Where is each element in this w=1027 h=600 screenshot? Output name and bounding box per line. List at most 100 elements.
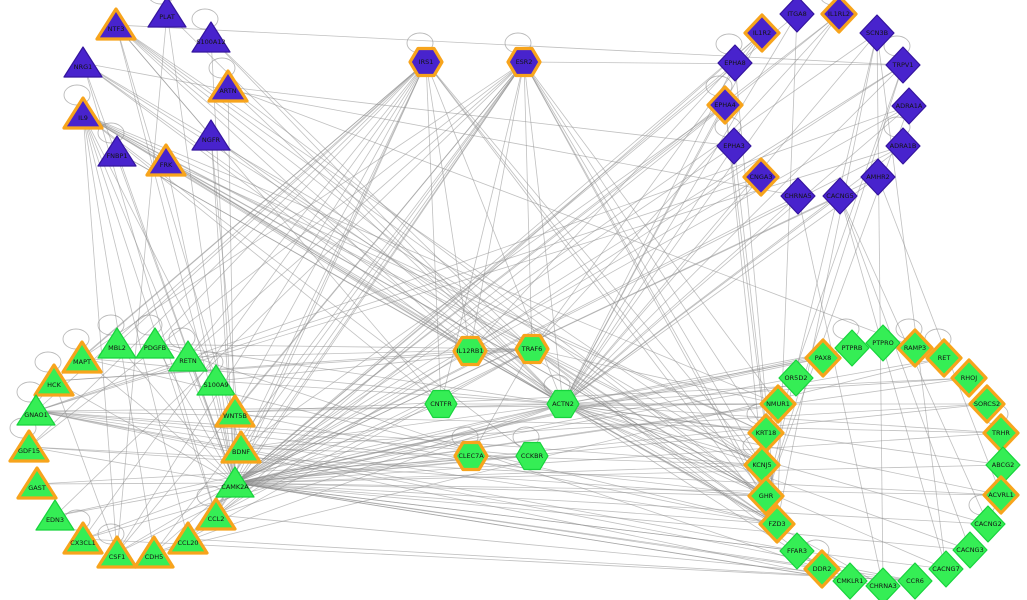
node-KCNJ5[interactable]: KCNJ5	[743, 445, 781, 485]
edge-GAST-CAMK2A[interactable]	[36, 482, 236, 485]
edge-IRS1-IL12RB1[interactable]	[425, 61, 471, 352]
edge-NGFR-CAMK2A[interactable]	[210, 135, 236, 484]
node-CHRNA5[interactable]: CHRNA5	[780, 177, 816, 215]
edge-ACTN2-PTPRB[interactable]	[562, 347, 853, 405]
edge-TRPV1-CCL2[interactable]	[215, 64, 904, 516]
edge-NTF3-TRAF6[interactable]	[115, 24, 533, 350]
edge-CAMK2A-CACNG3[interactable]	[234, 482, 971, 551]
edge-IL12RB1-ACTN2[interactable]	[469, 350, 564, 405]
edge-ESR2-KRT18[interactable]	[523, 61, 767, 434]
edge-ESR2-GHR[interactable]	[523, 61, 767, 497]
node-ADRA1B[interactable]: ADRA1B	[885, 127, 921, 165]
edge-TRPV1-ACTN2[interactable]	[562, 64, 904, 405]
edge-ESR2-RETN[interactable]	[187, 61, 525, 358]
node-RET[interactable]: RET	[925, 338, 963, 378]
edge-SCN3B-ACTN2[interactable]	[562, 32, 878, 405]
edge-NGFR-ACTN2[interactable]	[210, 135, 564, 405]
edge-EPHA3-CAMK2A[interactable]	[234, 145, 735, 484]
edge-IL9-CAMK2A[interactable]	[82, 113, 236, 484]
edge-CAMK2A-ACTN2[interactable]	[234, 403, 564, 484]
edge-CLEC7A-TRAF6[interactable]	[470, 348, 533, 457]
node-IL12RB1[interactable]: IL12RB1	[452, 335, 488, 367]
edge-CAMK2A-RHOJ[interactable]	[234, 377, 970, 484]
node-PTPRB[interactable]: PTPRB	[834, 329, 870, 367]
node-PAX8[interactable]: PAX8	[804, 338, 842, 378]
edge-GDF15-GHR[interactable]	[28, 446, 767, 497]
edge-WNT5B-ACTN2[interactable]	[234, 403, 564, 413]
edge-CAMK2A-PAX8[interactable]	[234, 357, 824, 484]
edge-GNAO1-FFAR3[interactable]	[35, 410, 798, 552]
edge-ESR2-NMUR1[interactable]	[523, 61, 779, 405]
edge-NTF3-CAMK2A[interactable]	[115, 24, 236, 484]
edge-ARTN-EPHA3[interactable]	[227, 86, 735, 147]
node-EDN3[interactable]: EDN3	[35, 499, 75, 531]
node-TRAF6[interactable]: TRAF6	[514, 333, 550, 365]
edge-S100A9-ACTN2[interactable]	[215, 380, 564, 405]
edge-ESR2-KCNJ5[interactable]	[523, 61, 763, 466]
edge-FNBP1-CAMK2A[interactable]	[116, 151, 236, 484]
edge-CAMK2A-GHR[interactable]	[234, 482, 767, 497]
edge-ESR2-FZD3[interactable]	[523, 61, 778, 525]
edge-ESR2-TRAF6[interactable]	[523, 61, 533, 350]
edge-TRAF6-FZD3[interactable]	[531, 348, 778, 525]
self-loop-PDGFB[interactable]	[135, 314, 163, 336]
edge-ESR2-IL12RB1[interactable]	[469, 61, 525, 352]
edge-S100A9-CAMK2A[interactable]	[215, 380, 236, 484]
edge-IL1R2-TRAF6[interactable]	[531, 32, 763, 350]
edge-AMHR2-ACTN2[interactable]	[562, 176, 879, 405]
node-ITGA8[interactable]: ITGA8	[779, 0, 815, 33]
edge-CX3CL1-ACTN2[interactable]	[82, 403, 564, 540]
edge-CCL20-CCR6[interactable]	[187, 538, 916, 582]
node-TRPV1[interactable]: TRPV1	[885, 46, 921, 84]
edge-ITGA8-ACTN2[interactable]	[562, 13, 798, 405]
edge-CHRNA5-ACTN2[interactable]	[562, 195, 799, 405]
node-IL9[interactable]: IL9	[62, 96, 104, 130]
edge-CNTFR-CAMK2A[interactable]	[234, 403, 442, 484]
node-CNGA3[interactable]: CNGA3	[742, 157, 780, 197]
edge-ESR2-ACTN2[interactable]	[523, 61, 564, 405]
node-EPHA3[interactable]: EPHA3	[716, 127, 752, 165]
edge-CCL2-CCR6[interactable]	[215, 514, 916, 582]
edge-IL1RL2-TRAF6[interactable]	[531, 13, 840, 350]
edge-FRK-ACTN2[interactable]	[165, 160, 564, 405]
edge-IL1RL2-ACTN2[interactable]	[562, 13, 840, 405]
edge-MAPT-ACTN2[interactable]	[81, 357, 564, 405]
edge-CAMK2A-CMKLR1[interactable]	[234, 482, 851, 582]
edge-CAMK2A-SORCS2[interactable]	[234, 403, 988, 484]
self-loop-RETN[interactable]	[168, 327, 196, 349]
edge-ACTN2-PAX8[interactable]	[562, 357, 824, 405]
edge-ACTN2-ACVRL1[interactable]	[562, 403, 1002, 496]
edge-CAMK2A-CLEC7A[interactable]	[234, 455, 472, 484]
node-EPHA4[interactable]: EPHA4	[706, 85, 744, 125]
edge-PLAT-CSF1[interactable]	[116, 12, 168, 554]
edge-IL1R2-CCL2[interactable]	[215, 32, 763, 516]
edge-IRS1-WNT5B[interactable]	[234, 61, 427, 413]
edge-CDH5-RET[interactable]	[153, 357, 945, 554]
edge-IL9-CSF1[interactable]	[82, 113, 118, 554]
edge-IL9-IL12RB1[interactable]	[82, 113, 471, 352]
edge-TRPV1-GHR[interactable]	[765, 64, 904, 497]
edge-FRK-KRT18[interactable]	[165, 160, 767, 434]
edge-IL9-CCKBR[interactable]	[82, 113, 533, 457]
edge-IRS1-CCL2[interactable]	[215, 61, 427, 516]
edge-CAMK2A-KCNJ5[interactable]	[234, 464, 763, 484]
edge-TRAF6-NMUR1[interactable]	[531, 348, 779, 405]
edge-CACNG5-CACNG3[interactable]	[839, 195, 971, 551]
node-CACNG7[interactable]: CACNG7	[928, 550, 964, 588]
edge-FRK-CAMK2A[interactable]	[165, 160, 236, 484]
edge-CCL2-ACTN2[interactable]	[215, 403, 564, 516]
edge-IRS1-HCK[interactable]	[53, 61, 427, 382]
edge-ACTN2-KCNJ5[interactable]	[562, 403, 763, 466]
edge-CAMK2A-TRHR[interactable]	[234, 432, 1002, 484]
edge-IL9-KRT18[interactable]	[82, 113, 767, 434]
node-ADRA1A[interactable]: ADRA1A	[891, 87, 927, 125]
edge-ACTN2-KRT18[interactable]	[562, 403, 767, 434]
edge-EDN3-CAMK2A[interactable]	[54, 482, 236, 517]
edge-AMHR2-ACVRL1[interactable]	[877, 176, 1002, 496]
node-CCR6[interactable]: CCR6	[897, 562, 933, 600]
edge-ESR2-TRPV1[interactable]	[523, 61, 904, 66]
edge-IRS1-FZD3[interactable]	[425, 61, 778, 525]
edge-TRAF6-KCNJ5[interactable]	[531, 348, 763, 466]
